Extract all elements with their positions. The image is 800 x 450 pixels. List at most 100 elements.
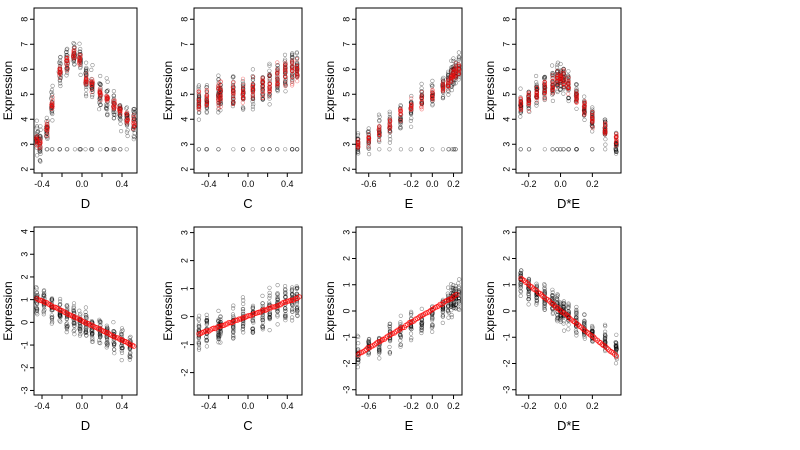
data-point (283, 315, 288, 320)
data-point (84, 69, 89, 74)
data-point (204, 334, 209, 339)
data-point (377, 350, 382, 355)
data-point (445, 308, 451, 313)
data-point (290, 55, 295, 60)
data-point (526, 279, 531, 284)
data-point (554, 317, 560, 322)
data-point (355, 132, 361, 138)
data-point (283, 314, 288, 319)
data-point (419, 325, 424, 330)
data-point (124, 147, 129, 152)
data-point (534, 292, 540, 297)
data-point (204, 344, 209, 349)
data-point (518, 147, 523, 152)
data-point-red (231, 85, 236, 91)
data-point (550, 296, 555, 301)
data-point (527, 147, 532, 152)
data-point-red (590, 115, 595, 121)
data-point (250, 326, 255, 331)
data-point (35, 129, 41, 134)
data-point (387, 323, 392, 329)
data-point (398, 334, 403, 339)
data-point (550, 293, 555, 298)
data-point (231, 147, 236, 152)
data-point (398, 147, 404, 152)
data-point (125, 128, 130, 133)
data-point-red (573, 90, 579, 96)
data-point (58, 81, 63, 86)
y-tick-label: 7 (19, 42, 29, 47)
data-point-red (398, 112, 403, 117)
data-point (283, 313, 288, 319)
data-point-red (430, 97, 435, 102)
y-tick-label: 2 (179, 258, 189, 263)
data-point (561, 91, 566, 96)
data-point (446, 303, 451, 308)
data-point (290, 54, 295, 59)
data-point (377, 346, 382, 351)
data-point (275, 297, 280, 302)
data-point-red (196, 106, 201, 111)
data-point-red (111, 100, 116, 106)
data-point (37, 158, 43, 163)
data-point (614, 342, 619, 347)
data-point (78, 147, 83, 152)
data-point (419, 323, 425, 328)
y-tick-label: -1 (501, 333, 511, 341)
data-point (603, 333, 608, 338)
data-point (204, 147, 210, 152)
data-point (550, 293, 555, 298)
data-point (449, 304, 454, 309)
data-point (561, 86, 567, 91)
data-point (295, 147, 300, 152)
data-point (613, 343, 619, 349)
data-point-red (398, 118, 404, 124)
data-point (231, 306, 236, 311)
data-point (90, 332, 95, 337)
data-point (290, 306, 295, 311)
data-point (83, 327, 89, 332)
data-point (118, 331, 124, 337)
data-point (614, 345, 619, 350)
data-point (613, 361, 619, 366)
data-point (582, 336, 587, 341)
data-point (566, 98, 571, 104)
data-point (231, 303, 236, 308)
data-point-red (387, 124, 393, 129)
data-point (216, 340, 221, 345)
data-point-red (419, 101, 424, 106)
data-point (614, 347, 619, 353)
data-point (294, 286, 299, 292)
fit-line-point (87, 322, 93, 328)
data-point (65, 46, 70, 51)
data-point (526, 295, 532, 300)
data-point (613, 148, 619, 153)
data-point (602, 336, 607, 341)
data-point (356, 355, 361, 360)
data-point (218, 82, 223, 87)
data-point (89, 330, 95, 335)
data-point (574, 147, 579, 152)
data-point (250, 104, 255, 109)
x-axis-label: D (81, 196, 90, 211)
data-point (267, 317, 272, 322)
data-point (456, 286, 462, 291)
data-point (250, 327, 255, 332)
data-point (64, 147, 69, 152)
data-point-red (429, 94, 435, 100)
data-point (196, 341, 201, 346)
data-point (430, 102, 435, 107)
data-point-red (613, 142, 619, 148)
data-point (104, 325, 110, 330)
data-point (555, 319, 560, 324)
data-point-red (590, 126, 595, 131)
data-point (231, 333, 236, 338)
data-point-red (275, 67, 280, 72)
data-point (196, 317, 201, 323)
x-tick-label: -0.4 (34, 179, 50, 189)
data-point (283, 287, 288, 293)
data-point-red (112, 102, 117, 108)
data-point (451, 58, 456, 64)
data-point (105, 325, 110, 331)
